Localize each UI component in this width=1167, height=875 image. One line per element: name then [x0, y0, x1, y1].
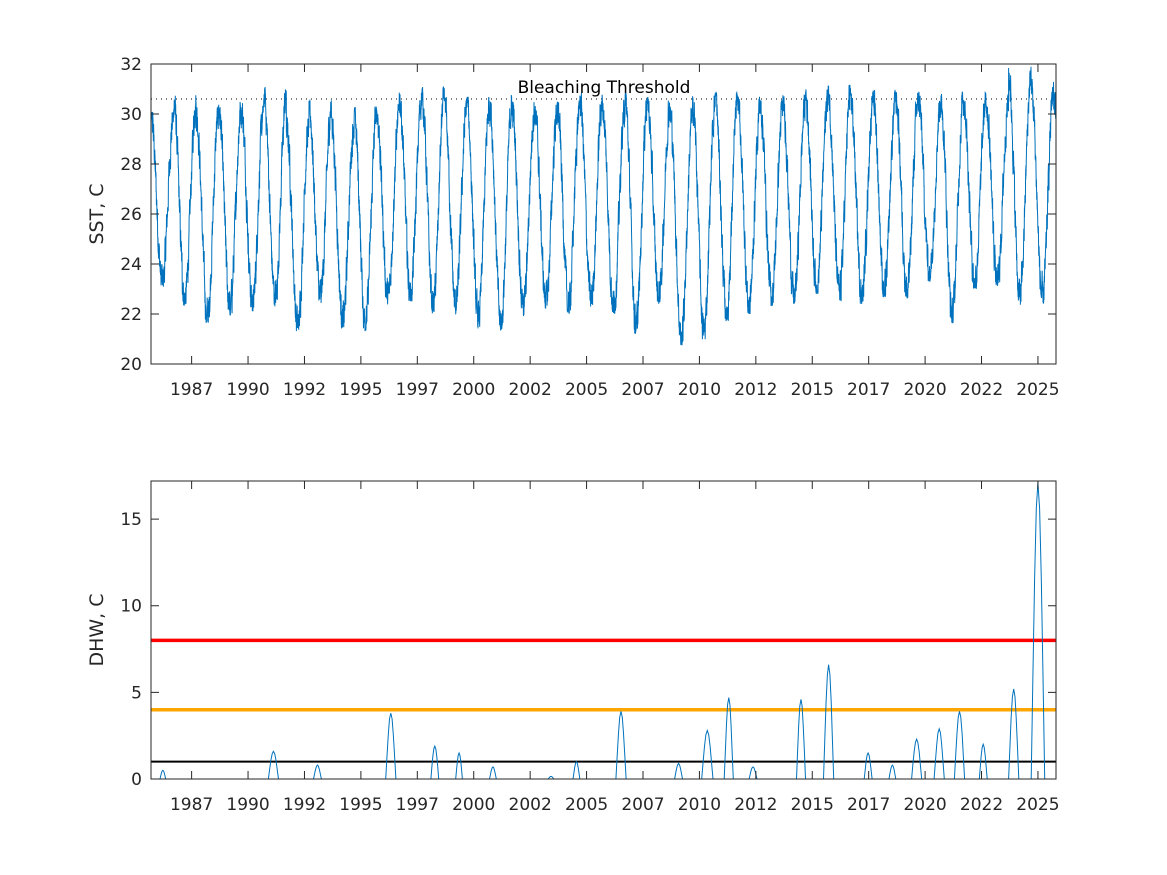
sst-ytick-label: 24 — [120, 255, 142, 275]
sst-plot-area — [151, 66, 1056, 346]
sst-ytick-label: 26 — [120, 205, 142, 225]
dhw-xtick-label: 1992 — [283, 795, 326, 815]
sst-xtick-label: 1995 — [339, 380, 382, 400]
sst-ylabel: SST, C — [86, 183, 108, 244]
dhw-xtick-label: 1997 — [396, 795, 439, 815]
dhw-axes-box — [150, 480, 1057, 780]
dhw-ytick-label: 15 — [120, 510, 142, 530]
dhw-xtick-label: 1987 — [170, 795, 213, 815]
dhw-ylabel: DHW, C — [86, 593, 108, 666]
sst-ytick-label: 32 — [120, 55, 142, 75]
sst-xtick-label: 2005 — [565, 380, 608, 400]
sst-xtick-label: 1987 — [170, 380, 213, 400]
sst-ytick-label: 22 — [120, 305, 142, 325]
sst-axes-box — [150, 63, 1057, 365]
sst-xtick-label: 1997 — [396, 380, 439, 400]
dhw-xtick-label: 2010 — [678, 795, 721, 815]
dhw-plot-area — [151, 482, 1056, 779]
sst-xtick-label: 2007 — [621, 380, 664, 400]
sst-xtick-label: 1992 — [283, 380, 326, 400]
sst-data-layer — [151, 66, 1056, 346]
sst-ytick-label: 30 — [120, 105, 142, 125]
sst-xtick-label: 2017 — [847, 380, 890, 400]
sst-threshold-label: Bleaching Threshold — [518, 78, 691, 98]
dhw-xtick-label: 2015 — [791, 795, 834, 815]
dhw-xtick-label: 2002 — [509, 795, 552, 815]
dhw-xtick-label: 2007 — [621, 795, 664, 815]
sst-xtick-label: 2012 — [734, 380, 777, 400]
dhw-axes: 0 5 10 15 1987 1990 1992 1995 1997 2000 2002 2005 20… — [86, 480, 1060, 815]
sst-xtick-label: 2025 — [1016, 380, 1059, 400]
dhw-ytick-label: 10 — [120, 597, 142, 617]
dhw-xtick-label: 2005 — [565, 795, 608, 815]
dhw-ytick-label: 5 — [131, 683, 142, 703]
sst-series-line — [151, 66, 1056, 346]
dhw-ytick-label: 0 — [131, 770, 142, 790]
sst-xtick-label: 2022 — [960, 380, 1003, 400]
dhw-xtick-label: 2017 — [847, 795, 890, 815]
dhw-data-layer — [151, 482, 1056, 779]
dhw-xtick-label: 2022 — [960, 795, 1003, 815]
sst-xtick-label: 2000 — [452, 380, 495, 400]
sst-ytick-label: 20 — [120, 355, 142, 375]
dhw-series-line — [151, 482, 1056, 779]
sst-xtick-label: 2010 — [678, 380, 721, 400]
dhw-xtick-label: 2012 — [734, 795, 777, 815]
dhw-xtick-label: 2020 — [903, 795, 946, 815]
sst-xtick-label: 2002 — [509, 380, 552, 400]
sst-xtick-label: 2015 — [791, 380, 834, 400]
sst-xtick-label: 2020 — [903, 380, 946, 400]
dhw-xtick-label: 1995 — [339, 795, 382, 815]
dhw-xtick-label: 2025 — [1016, 795, 1059, 815]
sst-ytick-label: 28 — [120, 155, 142, 175]
dhw-xtick-label: 2000 — [452, 795, 495, 815]
dhw-ticks: 0 5 10 15 1987 1990 1992 1995 1997 2000 2002 2005 20… — [120, 481, 1060, 815]
sst-xtick-label: 1990 — [226, 380, 269, 400]
dhw-xtick-label: 1990 — [226, 795, 269, 815]
